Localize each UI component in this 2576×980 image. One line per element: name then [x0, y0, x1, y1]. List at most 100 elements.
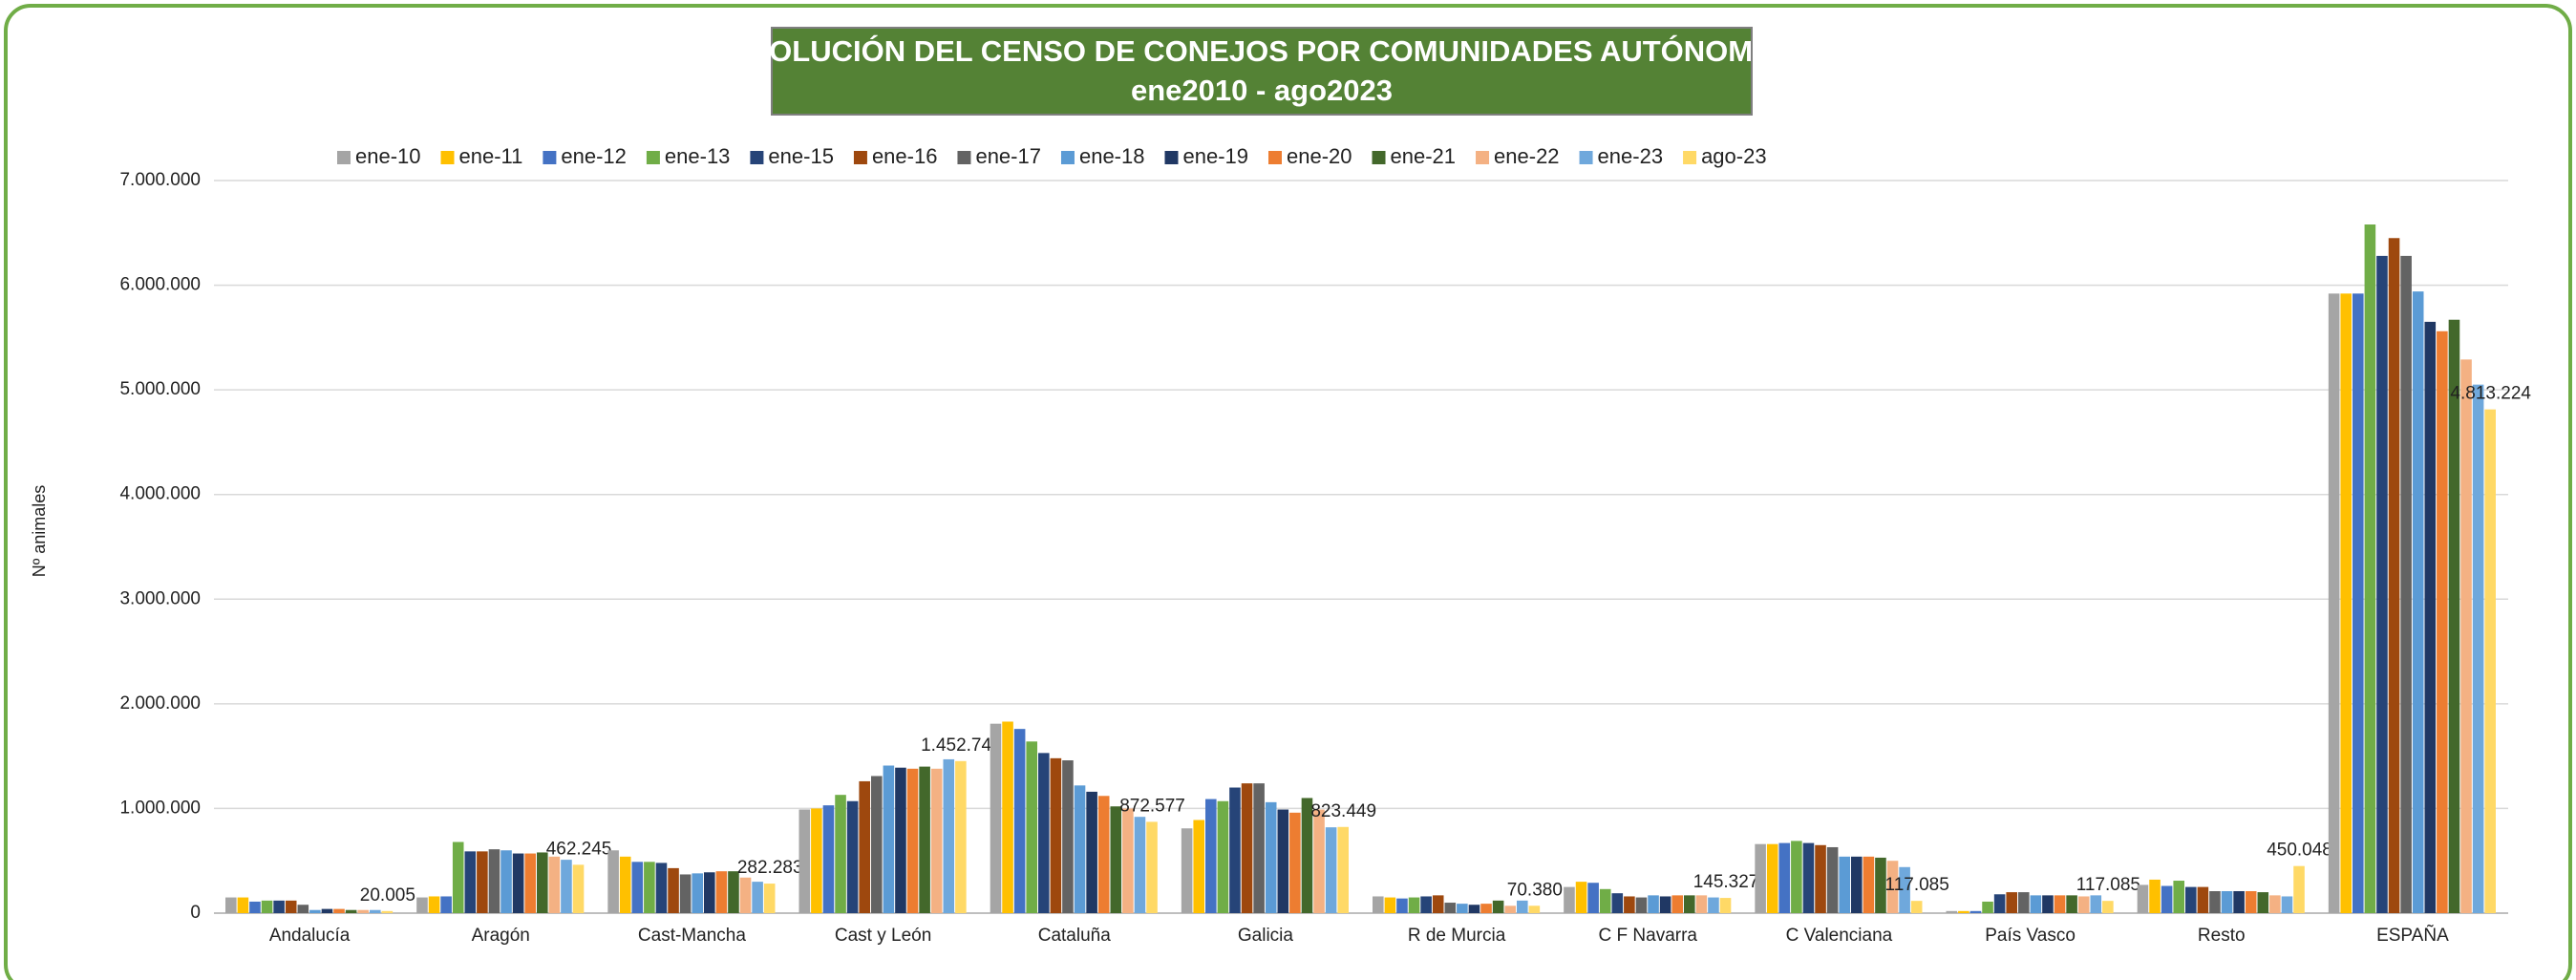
title-box — [771, 27, 1753, 116]
bar — [345, 909, 357, 913]
bar — [1146, 821, 1158, 913]
bar — [990, 723, 1002, 913]
bar — [1946, 910, 1958, 913]
bar — [2484, 409, 2496, 914]
bar — [536, 852, 548, 913]
bar — [1038, 753, 1050, 913]
legend-swatch — [440, 151, 455, 164]
bar — [883, 765, 895, 913]
data-label: 462.245 — [546, 839, 612, 859]
bar — [871, 776, 883, 913]
legend-label: ene-15 — [768, 144, 834, 168]
bar — [2042, 895, 2054, 913]
bar — [249, 901, 261, 913]
bar — [1408, 897, 1420, 913]
bar — [1229, 787, 1241, 913]
bar — [2233, 890, 2245, 913]
bar — [1850, 856, 1863, 913]
bar — [369, 909, 381, 913]
bar — [2149, 879, 2161, 913]
bar — [1373, 896, 1384, 913]
x-tick-label: ESPAÑA — [2376, 925, 2449, 946]
x-tick-label: Resto — [2198, 926, 2246, 946]
bar — [1659, 896, 1671, 913]
legend-swatch — [750, 151, 764, 164]
bar — [225, 897, 237, 913]
bar — [1969, 910, 1982, 913]
x-tick-label: R de Murcia — [1408, 926, 1506, 946]
x-tick-label: Aragón — [472, 926, 530, 946]
legend-swatch — [1579, 151, 1593, 164]
bar — [237, 897, 249, 913]
legend-label: ene-21 — [1391, 144, 1457, 168]
bar — [2472, 384, 2484, 913]
bar — [500, 850, 512, 913]
bar — [763, 884, 776, 913]
bar — [381, 910, 394, 913]
bar — [2054, 895, 2066, 913]
bar — [2269, 895, 2281, 913]
bar — [2173, 881, 2185, 913]
bar — [1050, 757, 1062, 913]
bar — [2006, 892, 2018, 913]
bar — [1516, 900, 1528, 913]
bar — [846, 800, 859, 913]
data-label: 282.283 — [737, 858, 803, 878]
legend-label: ene-11 — [459, 144, 523, 168]
bar — [1265, 801, 1277, 913]
data-label: 4.813.224 — [2450, 384, 2531, 404]
legend-label: ene-22 — [1494, 144, 1560, 168]
bar — [1468, 905, 1480, 913]
legend-label: ene-10 — [355, 144, 421, 168]
bar — [1695, 895, 1708, 913]
bar — [1480, 904, 1492, 913]
bar — [1086, 791, 1097, 913]
x-tick-label: C F Navarra — [1599, 926, 1698, 946]
y-tick-label: 0 — [190, 903, 201, 923]
bar — [1110, 806, 1122, 913]
bar — [1587, 883, 1599, 913]
y-tick-label: 2.000.000 — [119, 693, 201, 714]
bar — [2364, 224, 2376, 913]
bar — [1444, 903, 1457, 913]
bar — [906, 768, 919, 913]
bar — [452, 842, 464, 913]
bar — [798, 809, 811, 913]
data-label: 872.577 — [1119, 796, 1185, 816]
bar — [1863, 856, 1875, 913]
bar — [2437, 330, 2448, 914]
y-tick-label: 1.000.000 — [119, 798, 201, 818]
bar — [1217, 800, 1229, 913]
bar — [1026, 741, 1038, 913]
bar — [464, 851, 477, 913]
legend-swatch — [337, 151, 351, 164]
data-label: 70.380 — [1507, 880, 1563, 900]
bar — [1122, 808, 1134, 913]
x-tick-label: Andalucía — [269, 926, 351, 946]
legend-label: ene-20 — [1287, 144, 1352, 168]
bar — [1253, 783, 1265, 913]
legend-swatch — [1164, 151, 1179, 164]
bar — [1432, 895, 1444, 913]
bar — [919, 766, 930, 913]
bar — [1325, 827, 1337, 913]
bar — [1839, 856, 1850, 913]
bar — [1708, 897, 1719, 913]
legend-label: ene-16 — [872, 144, 938, 168]
bar — [1205, 799, 1217, 913]
y-tick-label: 7.000.000 — [119, 170, 201, 190]
bar — [703, 872, 715, 913]
bar — [1899, 866, 1910, 913]
bar — [2352, 293, 2364, 913]
data-label: 145.327 — [1693, 872, 1759, 892]
bar — [2460, 359, 2472, 913]
bar — [416, 897, 428, 913]
bar — [1815, 844, 1826, 913]
bar — [1062, 760, 1074, 913]
bar — [1384, 897, 1396, 913]
bar — [2328, 293, 2340, 913]
bar — [524, 853, 536, 913]
data-label: 823.449 — [1310, 801, 1376, 821]
bar — [1564, 886, 1575, 913]
bar — [2412, 291, 2424, 913]
